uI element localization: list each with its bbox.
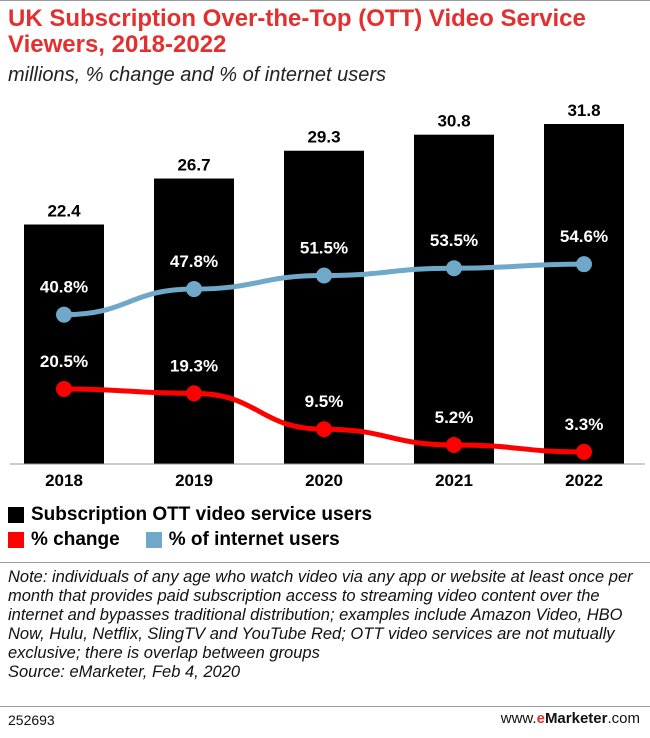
bar-2021 (414, 134, 494, 464)
bar-value-label-2019: 26.7 (177, 156, 210, 175)
brand-link[interactable]: www.eMarketer.com (501, 710, 640, 727)
note-rule (0, 562, 650, 563)
bar-2020 (284, 150, 364, 464)
bars-layer (24, 124, 624, 464)
percent-change-label-2019: 19.3% (170, 356, 218, 375)
percent-change-label-2021: 5.2% (435, 408, 474, 427)
percent-change-point-2019 (186, 385, 202, 402)
chart-title: UK Subscription Over-the-Top (OTT) Video… (8, 5, 586, 58)
brand-name: Marketer (544, 710, 608, 727)
legend-label-bars: Subscription OTT video service users (31, 504, 373, 525)
brand-suffix: .com (607, 710, 640, 727)
bar-value-label-2022: 31.8 (567, 101, 600, 120)
bar-value-label-2018: 22.4 (47, 202, 81, 221)
percent-change-label-2020: 9.5% (305, 392, 344, 411)
x-tick-label-2021: 2021 (435, 471, 473, 490)
internet-users-label-2020: 51.5% (300, 239, 348, 258)
note-text: Note: individuals of any age who watch v… (8, 568, 633, 662)
legend-label-internet: % of internet users (168, 529, 340, 550)
bar-2022 (544, 124, 624, 464)
percent-change-point-2018 (56, 380, 72, 397)
note-block: Note: individuals of any age who watch v… (8, 568, 640, 682)
bar-value-label-2020: 29.3 (307, 128, 340, 147)
legend-item-bars: Subscription OTT video service users (8, 504, 372, 526)
chart-subtitle: millions, % change and % of internet use… (8, 64, 386, 86)
chart-id: 252693 (8, 712, 55, 728)
percent-change-point-2021 (446, 436, 462, 453)
chart: 22.4 2018 26.7 2019 29.3 2020 30.8 2021 31.8 2022… (10, 101, 645, 490)
legend-swatch-bars (8, 507, 24, 523)
x-tick-label-2020: 2020 (305, 471, 343, 490)
legend-swatch-internet (145, 532, 162, 548)
percent-change-label-2018: 20.5% (40, 352, 88, 371)
x-tick-label-2022: 2022 (565, 471, 603, 490)
internet-users-point-2022 (576, 256, 592, 273)
brand-accent: e (536, 710, 545, 727)
labels-layer: 22.4 2018 26.7 2019 29.3 2020 30.8 2021 31.8 2022… (40, 101, 608, 490)
legend-swatch-change (8, 532, 24, 548)
bar-2019 (154, 178, 234, 464)
internet-users-label-2021: 53.5% (430, 231, 478, 250)
internet-users-label-2022: 54.6% (560, 227, 608, 246)
footer-rule (0, 706, 650, 707)
legend-label-change: % change (31, 529, 120, 550)
percent-change-label-2022: 3.3% (565, 415, 604, 434)
top-rule (0, 0, 650, 1)
legend-item-change: % change % of internet users (8, 529, 340, 551)
internet-users-point-2021 (446, 260, 462, 277)
x-tick-label-2018: 2018 (45, 471, 83, 490)
internet-users-label-2018: 40.8% (40, 278, 88, 297)
internet-users-label-2019: 47.8% (170, 252, 218, 271)
percent-change-point-2022 (576, 443, 592, 460)
internet-users-point-2018 (56, 306, 72, 323)
bar-value-label-2021: 30.8 (437, 112, 470, 131)
source-text: Source: eMarketer, Feb 4, 2020 (8, 663, 241, 681)
percent-change-point-2020 (316, 421, 332, 438)
internet-users-point-2020 (316, 267, 332, 284)
x-tick-label-2019: 2019 (175, 471, 213, 490)
lines-layer (56, 256, 592, 460)
bar-2018 (24, 224, 104, 464)
brand-prefix: www. (500, 710, 537, 727)
internet-users-point-2019 (186, 281, 202, 298)
